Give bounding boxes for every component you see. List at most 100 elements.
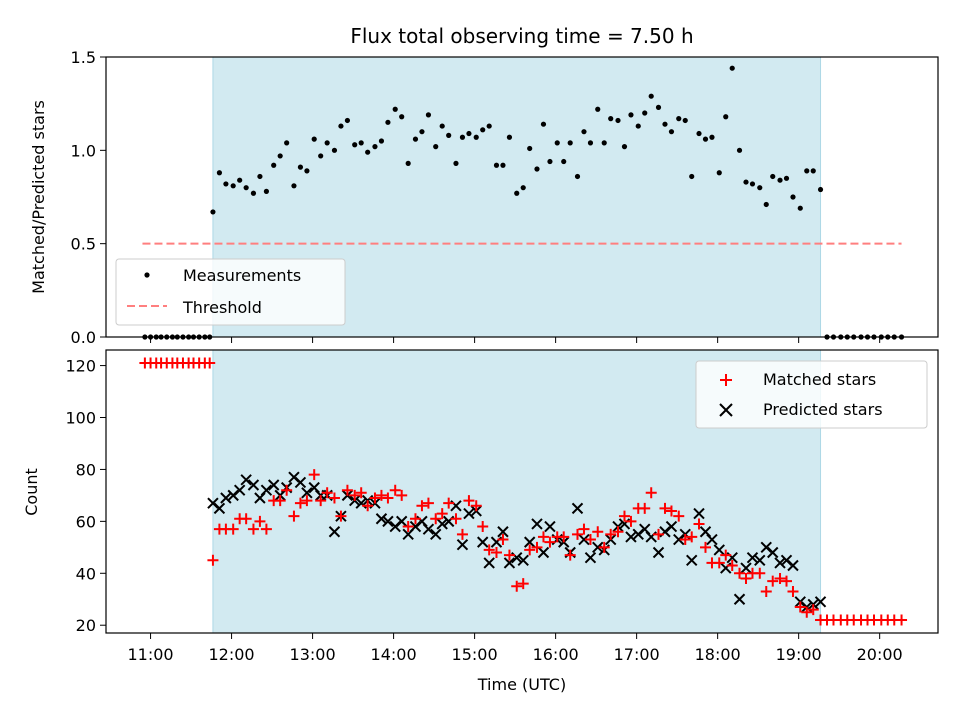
x-tick-label: 13:00 (290, 645, 336, 664)
matched-star-point (281, 484, 293, 496)
matched-star-point (754, 567, 766, 579)
matched-star-point (564, 549, 576, 561)
x-tick-label: 19:00 (776, 645, 822, 664)
matched-star-point (409, 513, 421, 525)
measurement-point (777, 177, 783, 183)
bottom-y-tick-label: 60 (76, 512, 96, 531)
legend-label-matched: Matched stars (763, 370, 876, 389)
matched-star-point (490, 547, 502, 559)
predicted-star-point (375, 513, 388, 525)
predicted-star-point (774, 557, 786, 569)
measurement-point (587, 140, 594, 146)
x-tick-label: 11:00 (128, 645, 174, 664)
predicted-star-point (247, 479, 260, 491)
measurement-point (642, 110, 648, 116)
matched-star-point (726, 559, 738, 571)
measurement-point (324, 140, 330, 146)
matched-star-point (734, 567, 746, 579)
measurement-point (480, 127, 486, 133)
bottom-y-tick-label: 80 (76, 460, 96, 479)
predicted-star-point (240, 474, 252, 486)
predicted-star-point (713, 544, 725, 556)
measurement-point (405, 160, 411, 166)
predicted-star-point (544, 520, 556, 533)
measurement-point (554, 140, 560, 146)
matched-star-point (625, 515, 637, 527)
matched-star-point (450, 513, 462, 525)
measurement-point (615, 117, 621, 124)
top-y-tick-label: 1.5 (71, 48, 96, 67)
predicted-star-point (456, 539, 469, 551)
measurement-point (344, 117, 351, 124)
predicted-star-point (693, 507, 705, 520)
matched-star-point (294, 497, 306, 509)
predicted-star-point (517, 554, 529, 567)
predicted-star-point (537, 546, 550, 559)
matched-star-point (430, 513, 442, 525)
measurement-point (230, 183, 236, 189)
measurement-point (567, 140, 573, 146)
matched-star-point (375, 489, 387, 501)
measurement-point (284, 140, 290, 146)
measurement-point (399, 114, 405, 120)
measurement-point (419, 129, 425, 135)
predicted-star-point (652, 546, 665, 559)
matched-star-point (260, 523, 272, 535)
matched-star-point (659, 502, 671, 514)
measurement-point (709, 134, 715, 140)
matched-star-point (274, 495, 286, 507)
matched-star-point (693, 518, 705, 530)
measurement-point (676, 116, 682, 122)
predicted-star-point (523, 536, 536, 548)
predicted-star-point (584, 551, 597, 564)
predicted-star-point (814, 596, 827, 608)
measurement-point (723, 114, 729, 120)
predicted-star-point (463, 507, 475, 520)
matched-star-point (592, 526, 604, 538)
measurement-point (783, 175, 790, 181)
measurement-point (271, 162, 277, 168)
matched-star-point (227, 523, 239, 535)
measurement-point (446, 132, 452, 138)
predicted-star-point (497, 526, 509, 538)
matched-star-point (511, 580, 523, 592)
measurement-point (736, 147, 743, 153)
predicted-star-point (706, 533, 718, 546)
matched-star-point (402, 521, 414, 533)
predicted-star-point (733, 593, 746, 605)
matched-star-point (240, 513, 252, 525)
legend-label-threshold: Threshold (182, 298, 262, 317)
matched-star-point (767, 575, 779, 587)
measurement-point (743, 179, 749, 185)
matched-star-point (544, 536, 556, 548)
top-legend-box (115, 258, 346, 326)
measurement-point (655, 104, 662, 110)
measurement-point (729, 65, 735, 71)
matched-star-point (605, 528, 617, 540)
measurement-point (668, 129, 675, 135)
measurement-point (749, 181, 756, 187)
matched-star-point (612, 526, 624, 538)
x-tick-label: 14:00 (371, 645, 417, 664)
bottom-legend: Matched stars Predicted stars (695, 360, 928, 429)
predicted-star-point (592, 541, 604, 554)
measurement-point (514, 190, 520, 196)
matched-star-point (740, 572, 752, 584)
measurement-point (790, 194, 796, 200)
measurement-point (500, 162, 506, 168)
predicted-star-point (395, 515, 408, 528)
legend-marker-measurements (144, 272, 150, 278)
x-tick-label: 20:00 (857, 645, 903, 664)
measurement-point (223, 181, 229, 187)
legend-label-measurements: Measurements (183, 266, 301, 285)
measurement-point (702, 136, 709, 142)
measurement-point (250, 190, 257, 196)
matched-star-point (720, 549, 732, 561)
measurement-point (311, 136, 317, 142)
matched-star-point (713, 557, 725, 569)
measurement-point (763, 201, 769, 208)
matched-star-point (639, 502, 651, 514)
measurement-point (304, 168, 310, 174)
matched-star-point (207, 554, 219, 566)
matched-star-point (396, 489, 408, 501)
